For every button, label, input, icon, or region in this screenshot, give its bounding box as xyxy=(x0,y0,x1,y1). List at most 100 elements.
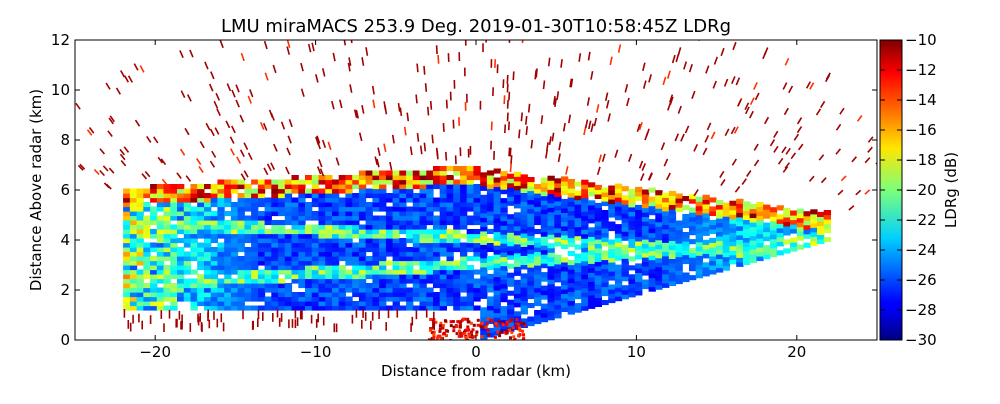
ldr-cell xyxy=(292,243,299,248)
ldr-cell xyxy=(588,191,595,196)
ldr-cell xyxy=(770,239,777,244)
ldr-cell xyxy=(217,301,224,306)
ldr-cell xyxy=(325,252,332,257)
ldr-cell xyxy=(426,247,433,252)
ldr-cell xyxy=(217,288,224,293)
ldr-cell xyxy=(426,256,433,261)
ldr-cell xyxy=(824,224,831,229)
ldr-cell xyxy=(258,252,265,257)
ldr-cell xyxy=(211,202,218,207)
ldr-cell xyxy=(258,283,265,288)
ldr-cell xyxy=(514,302,521,307)
ldr-cell xyxy=(554,228,561,233)
ldr-cell xyxy=(231,279,238,284)
ldr-cell xyxy=(662,220,669,225)
ldr-cell xyxy=(723,225,730,230)
ldr-cell xyxy=(224,189,231,194)
ldr-cell xyxy=(561,284,568,289)
ldr-cell xyxy=(682,255,689,260)
ldr-cell xyxy=(588,272,595,277)
ldr-cell xyxy=(177,225,184,230)
ldr-cell xyxy=(548,243,555,248)
ldr-cell xyxy=(440,180,447,185)
ldr-cell xyxy=(743,219,750,224)
ldr-cell xyxy=(345,247,352,252)
noise-mark xyxy=(521,113,522,122)
ldr-cell xyxy=(386,198,393,203)
ldr-cell xyxy=(305,234,312,239)
ldr-cell xyxy=(595,293,602,298)
ldr-cell xyxy=(453,207,460,212)
ldr-cell xyxy=(500,306,507,311)
ldr-cell xyxy=(756,243,763,248)
ldr-cell xyxy=(352,220,359,225)
ldr-cell xyxy=(514,212,521,217)
ldr-cell xyxy=(527,200,534,205)
ldr-cell xyxy=(372,193,379,198)
ldr-cell xyxy=(339,252,346,257)
ldr-cell xyxy=(224,180,231,185)
ldr-cell xyxy=(824,210,831,215)
ldr-cell xyxy=(420,265,427,270)
ldr-cell xyxy=(399,288,406,293)
ldr-cell xyxy=(507,196,514,201)
ldr-cell xyxy=(676,203,683,208)
ldr-cell xyxy=(278,261,285,266)
ldr-cell xyxy=(453,283,460,288)
ldr-cell xyxy=(703,267,710,272)
ldr-cell xyxy=(285,247,292,252)
ldr-cell xyxy=(716,250,723,255)
ldr-cell xyxy=(366,292,373,297)
ldr-cell xyxy=(150,184,157,189)
ldr-cell xyxy=(211,198,218,203)
ldr-cell xyxy=(467,189,474,194)
ldr-cell xyxy=(345,180,352,185)
ldr-cell xyxy=(332,265,339,270)
ldr-cell xyxy=(588,254,595,259)
ldr-cell xyxy=(352,265,359,270)
ldr-cell xyxy=(332,283,339,288)
ldr-cell xyxy=(588,286,595,291)
ldr-cell xyxy=(372,261,379,266)
ldr-cell xyxy=(601,282,608,287)
ldr-cell xyxy=(339,229,346,234)
ldr-cell xyxy=(790,220,797,225)
ldr-cell xyxy=(521,251,528,256)
ldr-cell xyxy=(447,279,454,284)
ldr-cell xyxy=(541,232,548,237)
ldr-cell xyxy=(507,291,514,296)
ldr-cell xyxy=(635,277,642,282)
ldr-cell xyxy=(494,263,501,268)
ldr-cell xyxy=(251,247,258,252)
ldr-cell xyxy=(366,301,373,306)
ldr-cell xyxy=(527,186,534,191)
ldr-cell xyxy=(440,270,447,275)
ldr-cell xyxy=(804,220,811,225)
ldr-cell xyxy=(292,216,299,221)
ldr-cell xyxy=(251,234,258,239)
ldr-cell xyxy=(413,306,420,311)
ldr-cell xyxy=(386,279,393,284)
ldr-cell xyxy=(736,203,743,208)
ldr-cell xyxy=(359,193,366,198)
ldr-cell xyxy=(137,292,144,297)
ldr-cell xyxy=(635,286,642,291)
ldr-cell xyxy=(137,216,144,221)
ldr-cell xyxy=(736,244,743,249)
ldr-cell xyxy=(359,189,366,194)
ldr-cell xyxy=(332,297,339,302)
ldr-cell xyxy=(783,230,790,235)
ldr-cell xyxy=(554,210,561,215)
ldr-cell xyxy=(393,216,400,221)
ldr-cell xyxy=(191,247,198,252)
ldr-cell xyxy=(366,229,373,234)
ldr-cell xyxy=(460,189,467,194)
ldr-cell xyxy=(615,184,622,189)
ldr-cell xyxy=(298,189,305,194)
ldr-cell xyxy=(224,292,231,297)
ldr-cell xyxy=(453,288,460,293)
ldr-cell xyxy=(123,234,130,239)
ldr-cell xyxy=(265,238,272,243)
ldr-cell xyxy=(534,315,541,320)
ldr-cell xyxy=(453,189,460,194)
